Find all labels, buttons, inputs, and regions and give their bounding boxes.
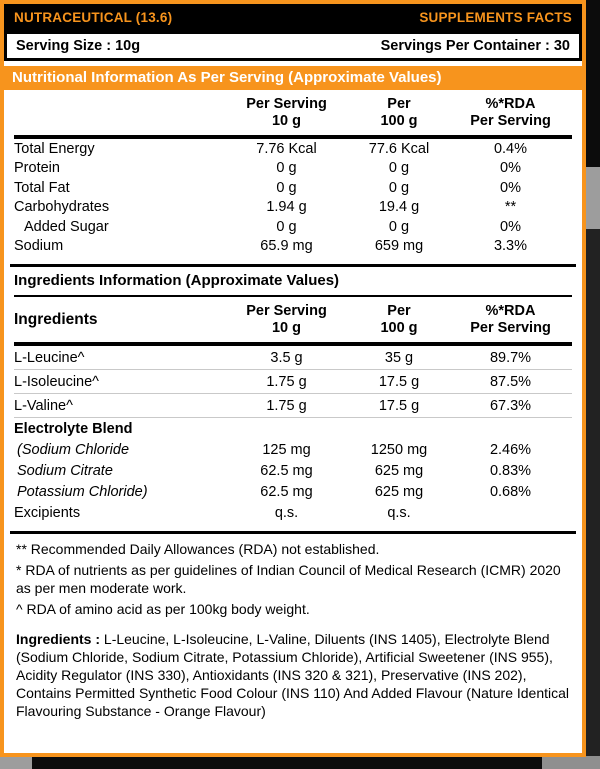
table-row: L-Leucine^ 3.5 g 35 g 89.7% xyxy=(14,346,572,371)
table-row: Added Sugar 0 g 0 g 0% xyxy=(14,217,572,237)
ingredients-statement: Ingredients : L-Leucine, L-Isoleucine, L… xyxy=(16,630,570,721)
value-per-100g: 17.5 g xyxy=(378,397,420,414)
ingredients-column-header: Ingredients xyxy=(14,311,98,329)
value-rda: 3.3% xyxy=(493,238,528,255)
value-per-serving: 7.76 Kcal xyxy=(256,140,317,157)
ingredients-section-title: Ingredients Information (Approximate Val… xyxy=(14,272,340,290)
value-per-100g: 0 g xyxy=(388,160,410,177)
nutrition-table: Per Serving 10 g Per 100 g %*RDA Per Ser… xyxy=(14,90,572,256)
value-per-100g: 1250 mg xyxy=(370,441,428,458)
per-100g-column-header: Per 100 g xyxy=(380,96,418,130)
value-per-serving: 65.9 mg xyxy=(260,238,313,255)
supplement-facts-label: NUTRACEUTICAL (13.6) SUPPLEMENTS FACTS S… xyxy=(0,0,586,757)
value-per-serving: 1.94 g xyxy=(266,199,307,216)
nutrition-table-header: Per Serving 10 g Per 100 g %*RDA Per Ser… xyxy=(14,90,572,140)
product-type-text: NUTRACEUTICAL (13.6) xyxy=(14,10,173,25)
value-per-100g: 19.4 g xyxy=(378,199,420,216)
ingredient-name: (Sodium Chloride xyxy=(17,441,130,458)
table-row: Protein 0 g 0 g 0% xyxy=(14,159,572,179)
value-per-serving: 0 g xyxy=(276,160,297,177)
package-gray-corner-right xyxy=(542,756,600,769)
label-header-bar: NUTRACEUTICAL (13.6) SUPPLEMENTS FACTS xyxy=(4,4,582,31)
value-rda: 0.4% xyxy=(493,140,528,157)
value-per-serving: 125 mg xyxy=(262,441,311,458)
value-per-serving: 1.75 g xyxy=(266,373,307,390)
ingredients-table-header: Ingredients Per Serving 10 g Per 100 g %… xyxy=(14,295,572,347)
value-rda: 2.46% xyxy=(489,441,532,458)
ingredient-name: Excipients xyxy=(14,504,81,521)
table-row: Electrolyte Blend xyxy=(14,418,572,439)
nutrient-name: Sodium xyxy=(14,238,64,255)
table-row: L-Isoleucine^ 1.75 g 17.5 g 87.5% xyxy=(14,370,572,395)
value-rda: 0.68% xyxy=(489,483,532,500)
table-row: Potassium Chloride) 62.5 mg 625 mg 0.68% xyxy=(14,481,572,502)
ingredients-statement-text: L-Leucine, L-Isoleucine, L-Valine, Dilue… xyxy=(16,630,570,720)
nutrient-name: Total Energy xyxy=(14,140,95,157)
nutrient-name: Added Sugar xyxy=(24,218,109,235)
footnote-icmr-guidelines: * RDA of nutrients as per guidelines of … xyxy=(16,562,561,596)
value-per-100g: 625 mg xyxy=(374,462,424,479)
value-rda: 0% xyxy=(500,179,521,196)
serving-info-row: Serving Size : 10g Servings Per Containe… xyxy=(4,31,582,61)
value-per-serving: 62.5 mg xyxy=(260,462,313,479)
package-dark-edge xyxy=(586,229,600,757)
value-per-serving: 0 g xyxy=(276,218,297,235)
value-rda: 87.5% xyxy=(489,373,532,390)
per-serving-column-header: Per Serving 10 g xyxy=(246,303,327,337)
value-per-100g: 17.5 g xyxy=(378,373,420,390)
nutrient-name: Carbohydrates xyxy=(14,199,110,216)
value-rda: 0.83% xyxy=(489,462,532,479)
table-row: Sodium 65.9 mg 659 mg 3.3% xyxy=(14,237,572,257)
footnotes-block: ** Recommended Daily Allowances (RDA) no… xyxy=(10,531,576,621)
serving-size-text: Serving Size : 10g xyxy=(16,38,141,54)
table-row: (Sodium Chloride 125 mg 1250 mg 2.46% xyxy=(14,439,572,460)
value-per-100g: 0 g xyxy=(388,218,410,235)
ingredients-statement-label: Ingredients : xyxy=(16,630,101,647)
table-row: Excipients q.s. q.s. xyxy=(14,502,572,523)
ingredient-name: Sodium Citrate xyxy=(17,462,113,479)
table-row: Total Fat 0 g 0 g 0% xyxy=(14,178,572,198)
ingredient-name: L-Isoleucine^ xyxy=(14,373,99,390)
footnote-rda-not-established: ** Recommended Daily Allowances (RDA) no… xyxy=(16,541,380,558)
ingredient-name: L-Valine^ xyxy=(14,397,73,414)
table-row: Sodium Citrate 62.5 mg 625 mg 0.83% xyxy=(14,460,572,481)
value-rda: 89.7% xyxy=(489,349,532,366)
value-per-100g: 0 g xyxy=(388,179,410,196)
per-serving-column-header: Per Serving 10 g xyxy=(246,96,327,130)
nutrition-section-title: Nutritional Information As Per Serving (… xyxy=(4,66,582,90)
value-per-100g: 659 mg xyxy=(374,238,424,255)
supplements-facts-title: SUPPLEMENTS FACTS xyxy=(419,10,572,25)
table-row: Carbohydrates 1.94 g 19.4 g ** xyxy=(14,198,572,218)
value-per-100g: 77.6 Kcal xyxy=(368,140,430,157)
section-divider xyxy=(10,264,576,268)
package-gray-corner-left xyxy=(0,757,32,769)
servings-per-container-text: Servings Per Container : 30 xyxy=(380,38,570,54)
nutrient-name: Total Fat xyxy=(14,179,70,196)
footnote-amino-acid-rda: ^ RDA of amino acid as per 100kg body we… xyxy=(16,600,310,617)
per-100g-column-header: Per 100 g xyxy=(380,303,418,337)
rda-column-header: %*RDA Per Serving xyxy=(470,303,551,337)
value-per-serving: 3.5 g xyxy=(270,349,303,366)
value-rda: 0% xyxy=(500,160,521,177)
package-gray-stripe xyxy=(586,167,600,229)
ingredients-table: Ingredients Per Serving 10 g Per 100 g %… xyxy=(14,293,572,523)
value-rda: ** xyxy=(504,199,517,216)
rda-column-header: %*RDA Per Serving xyxy=(470,96,551,130)
value-per-100g: 35 g xyxy=(384,349,414,366)
ingredient-name: Potassium Chloride) xyxy=(17,483,148,500)
value-per-serving: 0 g xyxy=(276,179,297,196)
value-per-100g: 625 mg xyxy=(374,483,424,500)
value-rda: 67.3% xyxy=(489,397,532,414)
ingredient-blend-name: Electrolyte Blend xyxy=(14,420,133,437)
value-per-serving: 62.5 mg xyxy=(260,483,313,500)
nutrient-name: Protein xyxy=(14,160,60,177)
ingredient-name: L-Leucine^ xyxy=(14,349,85,366)
value-rda: 0% xyxy=(500,218,521,235)
value-per-100g: q.s. xyxy=(387,504,411,521)
table-row: Total Energy 7.76 Kcal 77.6 Kcal 0.4% xyxy=(14,139,572,159)
value-per-serving: q.s. xyxy=(274,504,299,521)
table-row: L-Valine^ 1.75 g 17.5 g 67.3% xyxy=(14,394,572,419)
value-per-serving: 1.75 g xyxy=(266,397,307,414)
